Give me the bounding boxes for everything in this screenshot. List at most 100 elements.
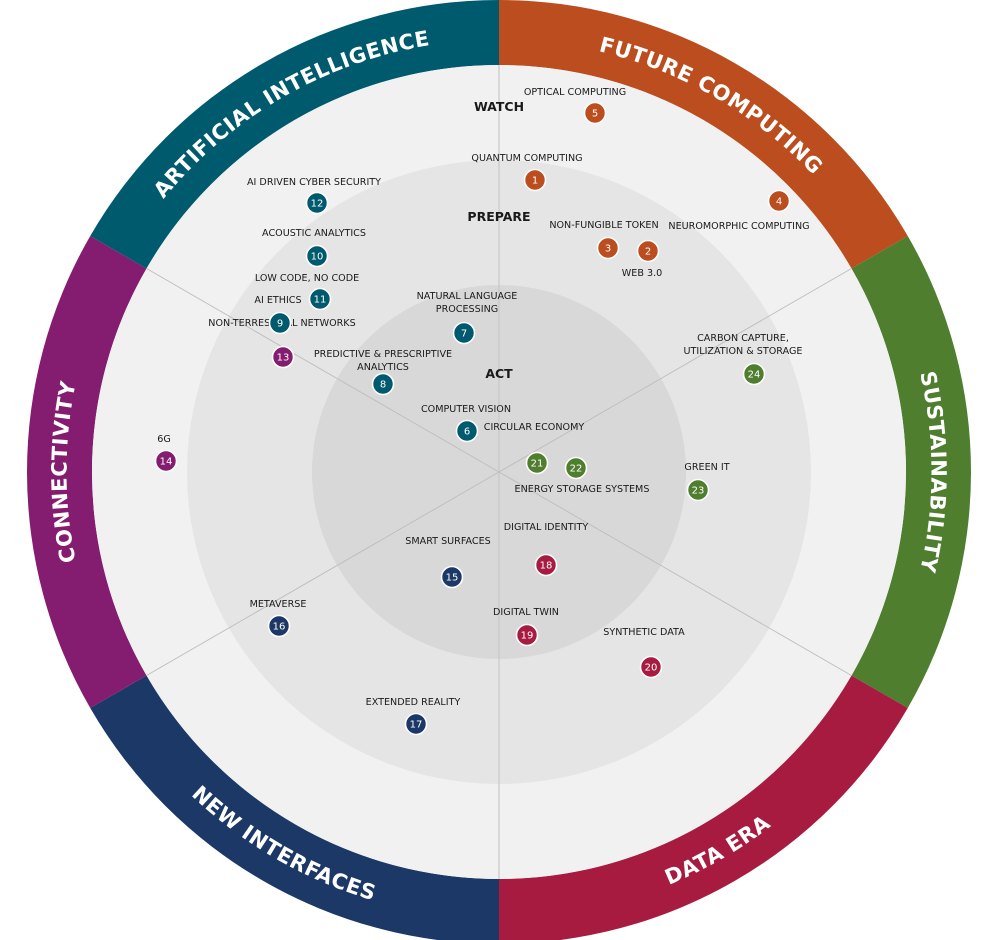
item-dot: [154, 449, 178, 473]
sector-band-artificial-intelligence: [90, 0, 499, 269]
item-number: 10: [311, 252, 324, 263]
item-dot: [534, 553, 558, 577]
item-dot: [523, 168, 547, 192]
item-number: 7: [461, 329, 467, 340]
item-dot: [596, 236, 620, 260]
item-label-non-fungible-token: NON-FUNGIBLE TOKEN: [549, 220, 658, 231]
item-dot: [271, 345, 295, 369]
item-marker-14[interactable]: 14: [154, 449, 178, 473]
item-dot: [564, 456, 588, 480]
item-label-predictive-prescriptive-analytics: PREDICTIVE & PRESCRIPTIVE ANALYTICS: [314, 349, 452, 373]
item-dot: [636, 239, 660, 263]
item-label-digital-identity: DIGITAL IDENTITY: [504, 522, 589, 533]
item-marker-15[interactable]: 15: [440, 565, 464, 589]
item-marker-18[interactable]: 18: [534, 553, 558, 577]
sector-band-data-era: [499, 675, 908, 940]
item-number: 22: [570, 464, 583, 475]
radar-items: QUANTUM COMPUTING WEB 3.0 NON-FUNGIBLE TOK…: [154, 87, 810, 736]
item-marker-17[interactable]: 17: [404, 712, 428, 736]
item-label-acoustic-analytics: ACOUSTIC ANALYTICS: [262, 228, 366, 239]
item-label-low-code-no-code: LOW CODE, NO CODE: [255, 273, 359, 284]
item-number: 4: [776, 197, 782, 208]
item-marker-13[interactable]: 13: [271, 345, 295, 369]
item-dot: [305, 191, 329, 215]
item-number: 21: [531, 459, 544, 470]
ring-label-watch: WATCH: [474, 99, 524, 114]
item-number: 17: [410, 720, 423, 731]
item-dot: [268, 311, 292, 335]
item-label-circular-economy: CIRCULAR ECONOMY: [484, 422, 585, 433]
item-label-natural-language-processing: NATURAL LANGUAGE PROCESSING: [417, 291, 518, 315]
item-marker-4[interactable]: 4: [767, 189, 791, 213]
item-number: 14: [160, 457, 173, 468]
item-number: 20: [645, 663, 658, 674]
item-dot: [525, 451, 549, 475]
item-marker-3[interactable]: 3: [596, 236, 620, 260]
item-marker-21[interactable]: 21: [525, 451, 549, 475]
item-number: 6: [464, 427, 470, 438]
item-marker-22[interactable]: 22: [564, 456, 588, 480]
item-number: 1: [532, 176, 538, 187]
item-marker-6[interactable]: 6: [455, 419, 479, 443]
item-number: 19: [521, 631, 534, 642]
item-dot: [455, 419, 479, 443]
item-marker-2[interactable]: 2: [636, 239, 660, 263]
item-number: 11: [314, 295, 327, 306]
item-dot: [308, 287, 332, 311]
item-marker-9[interactable]: 9: [268, 311, 292, 335]
sector-band-new-interfaces: [90, 675, 499, 940]
item-dot: [452, 321, 476, 345]
item-marker-16[interactable]: 16: [267, 614, 291, 638]
item-marker-24[interactable]: 24: [742, 362, 766, 386]
sector-band-sustainability: [851, 236, 971, 708]
sector-dividers: [146, 65, 852, 879]
item-label-energy-storage-systems: ENERGY STORAGE SYSTEMS: [515, 484, 650, 495]
item-number: 13: [277, 353, 290, 364]
item-dot: [267, 614, 291, 638]
item-number: 9: [277, 319, 283, 330]
item-label-smart-surfaces: SMART SURFACES: [405, 536, 490, 547]
item-dot: [404, 712, 428, 736]
item-marker-10[interactable]: 10: [305, 244, 329, 268]
item-number: 5: [592, 109, 598, 120]
sector-band-future-computing: [499, 0, 908, 269]
item-number: 24: [748, 370, 761, 381]
item-marker-19[interactable]: 19: [515, 623, 539, 647]
item-number: 2: [645, 247, 651, 258]
item-label-quantum-computing: QUANTUM COMPUTING: [471, 153, 582, 164]
sector-bands: [27, 0, 971, 940]
item-dot: [639, 655, 663, 679]
item-label-green-it: GREEN IT: [684, 462, 729, 473]
item-label-ai-ethics: AI ETHICS: [254, 295, 301, 306]
item-label-digital-twin: DIGITAL TWIN: [493, 607, 559, 618]
item-number: 15: [446, 573, 459, 584]
item-marker-23[interactable]: 23: [686, 478, 710, 502]
item-label-metaverse: METAVERSE: [250, 599, 307, 610]
item-marker-12[interactable]: 12: [305, 191, 329, 215]
item-labels: QUANTUM COMPUTING WEB 3.0 NON-FUNGIBLE TOK…: [157, 87, 809, 708]
item-dot: [767, 189, 791, 213]
item-dot: [686, 478, 710, 502]
item-label-carbon-capture-utilization-storage: CARBON CAPTURE, UTILIZATION & STORAGE: [684, 333, 803, 357]
item-marker-7[interactable]: 7: [452, 321, 476, 345]
ring-labels: WATCH PREPARE ACT: [467, 99, 530, 381]
ring-label-prepare: PREPARE: [467, 209, 530, 224]
item-marker-5[interactable]: 5: [583, 101, 607, 125]
item-marker-11[interactable]: 11: [308, 287, 332, 311]
item-marker-8[interactable]: 8: [371, 372, 395, 396]
divider-line: [146, 268, 852, 676]
item-marker-1[interactable]: 1: [523, 168, 547, 192]
item-dot: [583, 101, 607, 125]
item-dot: [515, 623, 539, 647]
item-number: 18: [540, 561, 553, 572]
item-number: 16: [273, 622, 286, 633]
item-number: 12: [311, 199, 324, 210]
item-label-ai-driven-cyber-security: AI DRIVEN CYBER SECURITY: [247, 177, 381, 188]
item-label-extended-reality: EXTENDED REALITY: [366, 697, 461, 708]
item-number: 8: [380, 380, 386, 391]
sector-band-connectivity: [27, 236, 147, 708]
item-marker-20[interactable]: 20: [639, 655, 663, 679]
item-label-web-3-0: WEB 3.0: [622, 268, 662, 279]
